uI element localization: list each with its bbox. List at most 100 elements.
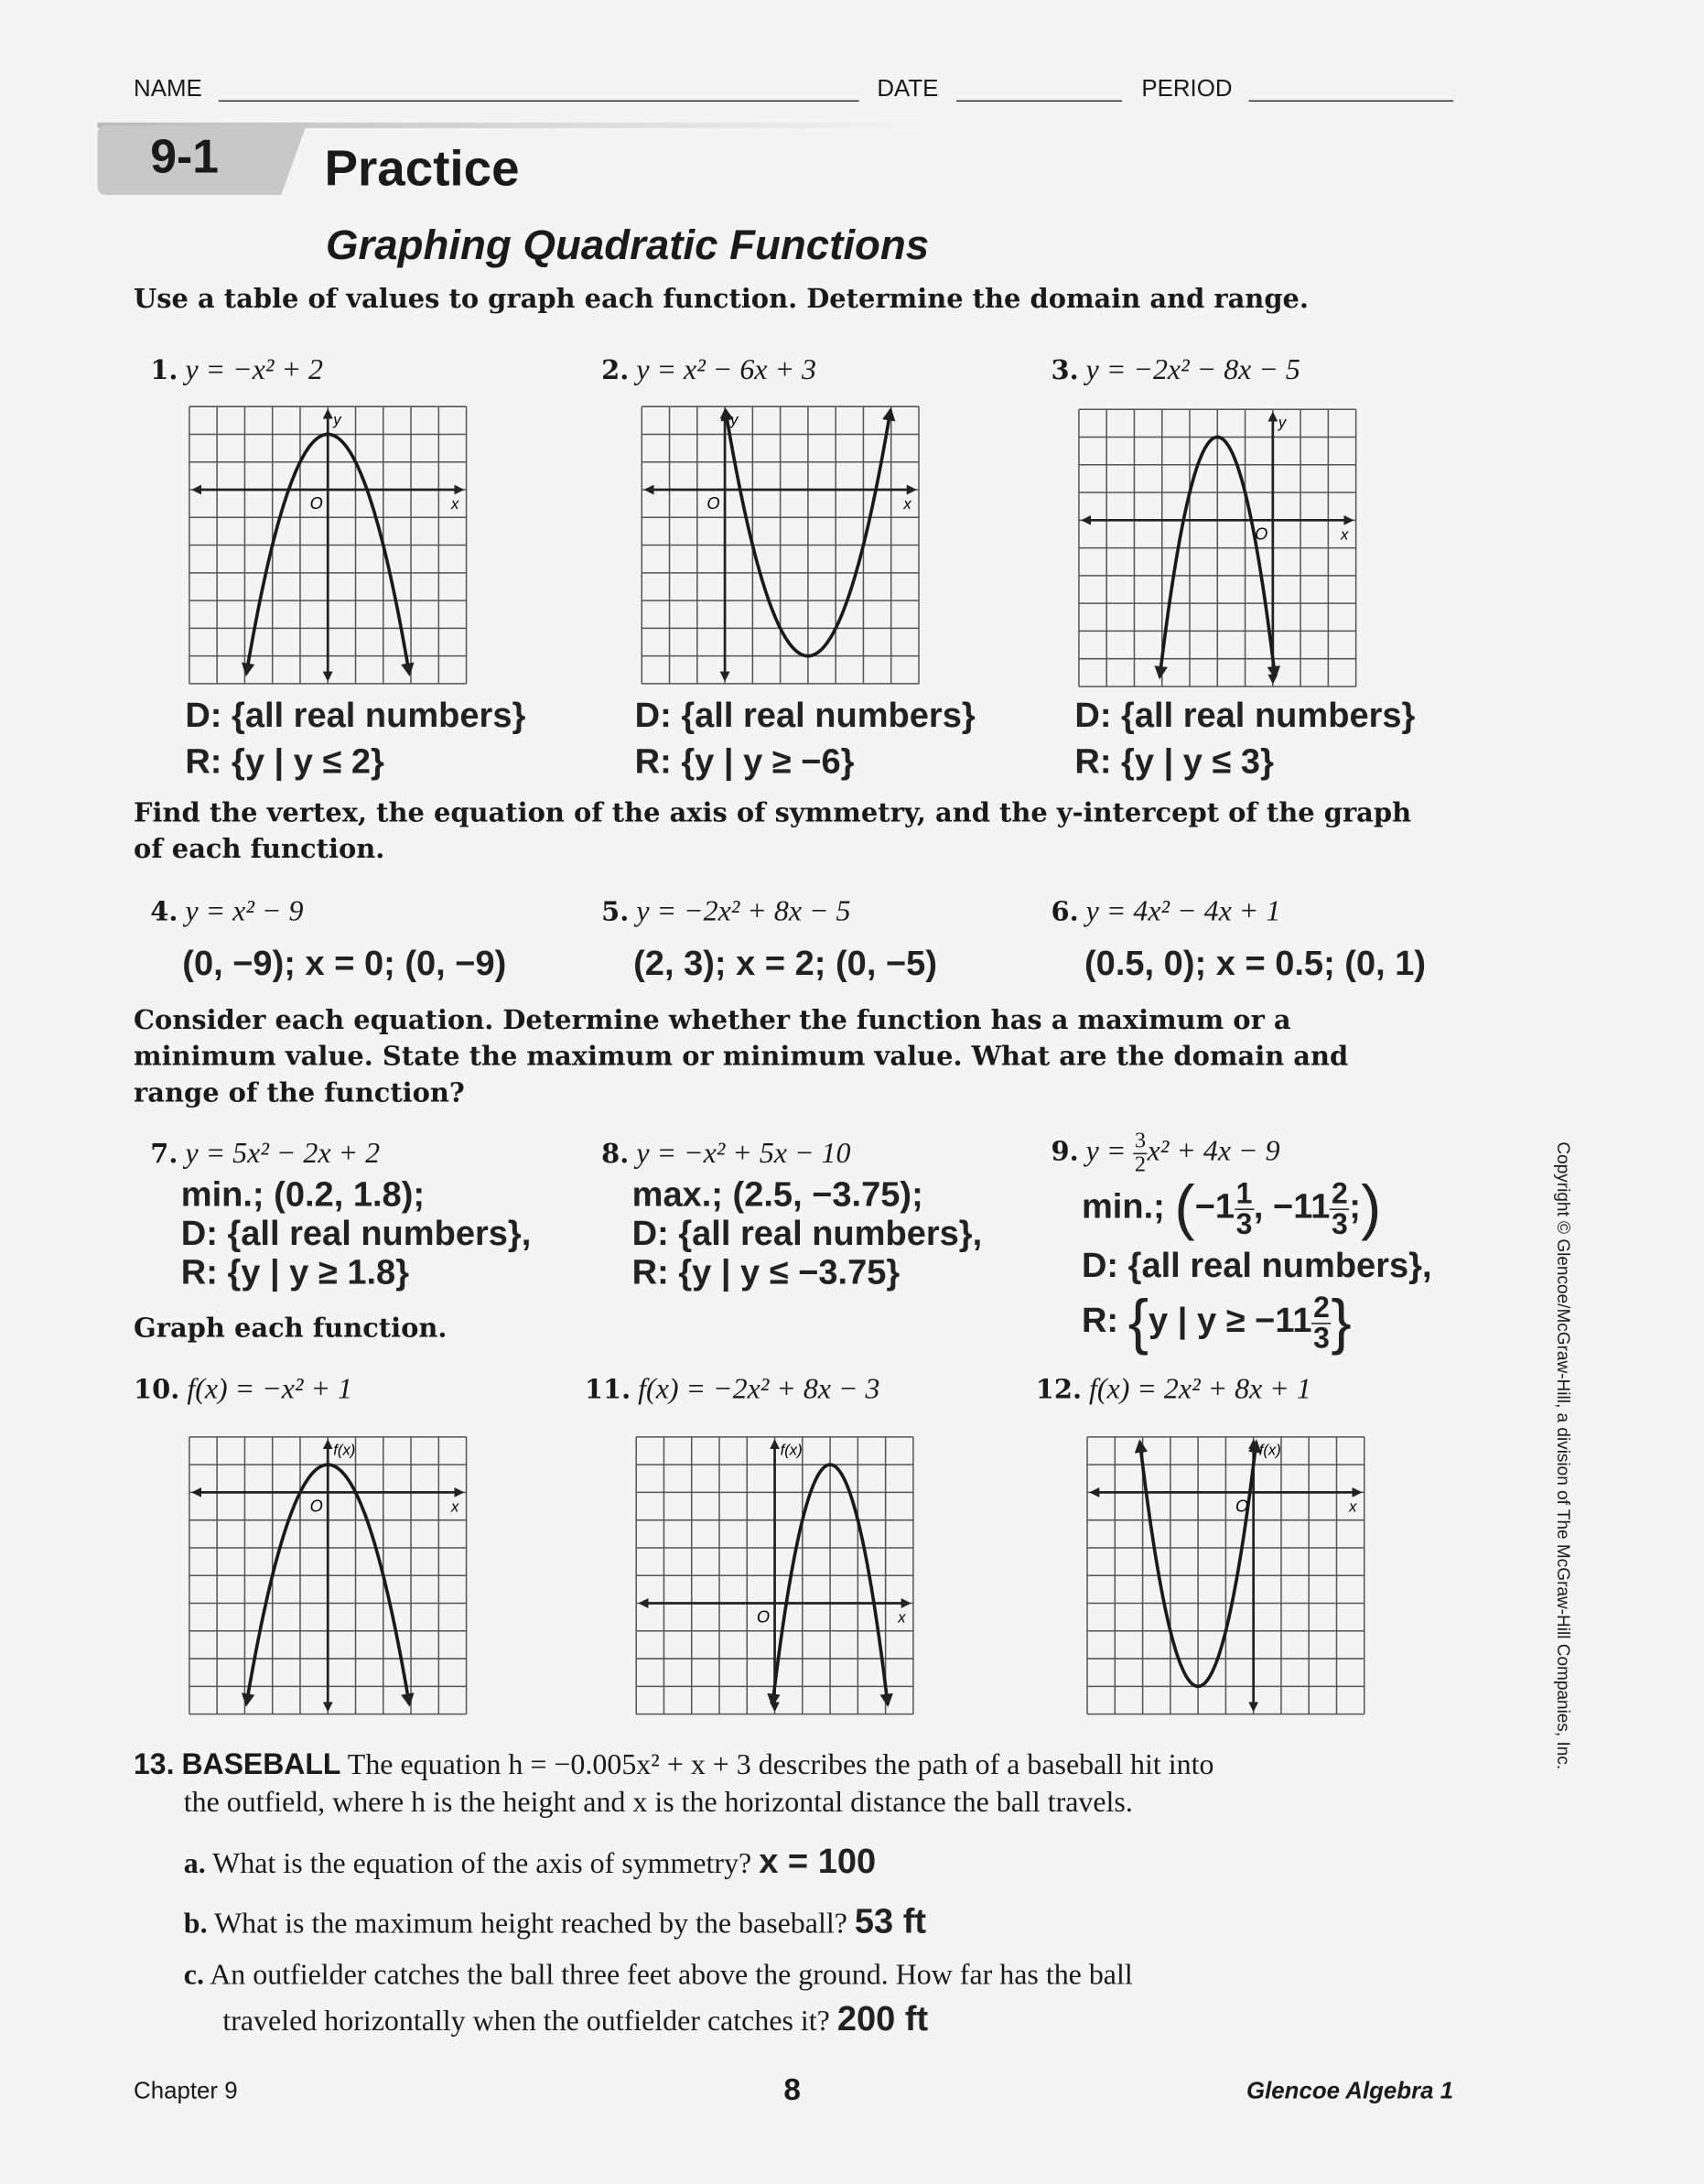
page-title: Practice	[324, 139, 520, 197]
problem-number: 1.	[150, 354, 178, 386]
problem-number: 4.	[150, 896, 178, 928]
graph-problem-3: y x O	[1078, 408, 1357, 687]
graph-problem-1: y x O	[189, 405, 468, 685]
range-answer-3: R: {y | y ≤ 3}	[1074, 741, 1274, 782]
range-answer-1: R: {y | y ≤ 2}	[185, 741, 384, 782]
equation-part: x² + 4x − 9	[1147, 1133, 1280, 1168]
answer-6: (0.5, 0); x = 0.5; (0, 1)	[1084, 944, 1427, 983]
range-answer-2: R: {y | y ≥ −6}	[634, 741, 855, 782]
problem-13: 13. BASEBALL The equation h = −0.005x² +…	[134, 1747, 1213, 1782]
lesson-tab	[97, 124, 307, 195]
problem-13-text-2: the outfield, where h is the height and …	[183, 1785, 1133, 1819]
answer-label: min.;	[1081, 1186, 1165, 1227]
copyright-notice: Copyright © Glencoe/McGraw-Hill, a divis…	[1553, 1141, 1573, 1770]
range-answer-9: R: {y | y ≥ −11 2 3}	[1082, 1288, 1352, 1357]
equation-part: y =	[1085, 1133, 1134, 1168]
brace: {	[1127, 1288, 1149, 1357]
equation: f(x) = 2x² + 8x + 1	[1089, 1371, 1311, 1405]
problem-3: 3. y = −2x² − 8x − 5	[1052, 352, 1300, 387]
problem-number: 9.	[1051, 1136, 1079, 1168]
problem-7: 7. y = 5x² − 2x + 2	[150, 1136, 380, 1171]
problem-number: 3.	[1051, 354, 1079, 386]
range-label: R:	[1081, 1301, 1119, 1341]
graph-problem-2: y x O	[641, 405, 920, 685]
origin-label: O	[310, 1497, 323, 1516]
period-label: PERIOD	[1141, 75, 1233, 103]
problem-label: BASEBALL	[181, 1748, 341, 1781]
parabola-curve	[241, 1463, 415, 1707]
problem-number: 13.	[134, 1748, 175, 1781]
numerator: 3	[1133, 1129, 1148, 1155]
x-axis-label: x	[1340, 526, 1349, 544]
question-c-line-2: traveled horizontally when the outfielde…	[222, 1999, 928, 2039]
answer-a: x = 100	[759, 1842, 877, 1882]
y-axis-label: f(x)	[333, 1442, 355, 1459]
problem-number: 5.	[601, 896, 630, 928]
equation: y = 4x² − 4x + 1	[1085, 893, 1281, 928]
question-label: c.	[183, 1957, 204, 1992]
answer-4: (0, −9); x = 0; (0, −9)	[182, 944, 507, 983]
equation: y = 5x² − 2x + 2	[185, 1136, 381, 1170]
problem-10: 10. f(x) = −x² + 1	[134, 1371, 352, 1406]
problem-11: 11. f(x) = −2x² + 8x − 3	[585, 1371, 880, 1406]
banner-rule	[97, 122, 947, 128]
domain-answer-8: D: {all real numbers},	[631, 1214, 983, 1254]
problem-2: 2. y = x² − 6x + 3	[601, 352, 816, 387]
question-label: a.	[183, 1846, 206, 1880]
equation: y = −2x² − 8x − 5	[1085, 351, 1300, 386]
answer-9: min.; (−1 1 3, −11 2 3;)	[1081, 1173, 1382, 1242]
answer-b: 53 ft	[854, 1901, 927, 1941]
origin-label: O	[706, 494, 719, 513]
instruction-2: Find the vertex, the equation of the axi…	[134, 797, 1412, 865]
problem-number: 7.	[150, 1139, 178, 1170]
parabola-curve	[1134, 1439, 1262, 1689]
range-answer-8: R: {y | y ≤ −3.75}	[631, 1253, 901, 1292]
question-text: What is the equation of the axis of symm…	[212, 1846, 752, 1880]
y-axis-label: f(x)	[781, 1442, 803, 1459]
origin-label: O	[1235, 1497, 1248, 1516]
paren: (	[1174, 1173, 1195, 1242]
question-text: An outfielder catches the ball three fee…	[210, 1957, 1133, 1992]
equation: y = −x² + 2	[185, 351, 323, 386]
name-field[interactable]	[218, 100, 859, 103]
problem-number: 12.	[1035, 1374, 1083, 1405]
paren: )	[1360, 1173, 1382, 1242]
period-field[interactable]	[1248, 100, 1454, 103]
graph-problem-10: f(x) x O	[189, 1436, 468, 1715]
equation: y = x² − 9	[185, 893, 304, 928]
date-label: DATE	[877, 75, 939, 103]
answer-x: −1	[1194, 1186, 1235, 1227]
parabola-curve	[241, 432, 415, 677]
equation: y = −x² + 5x − 10	[636, 1136, 851, 1170]
problem-4: 4. y = x² − 9	[150, 894, 303, 929]
numerator: 1	[1235, 1177, 1254, 1210]
question-a: a. What is the equation of the axis of s…	[184, 1843, 876, 1883]
problem-number: 2.	[601, 354, 630, 386]
equation: y = x² − 6x + 3	[636, 351, 816, 386]
numerator: 2	[1311, 1291, 1332, 1324]
origin-label: O	[310, 494, 323, 513]
problem-number: 8.	[601, 1139, 630, 1170]
denominator: 3	[1331, 1207, 1348, 1240]
parabola-curve	[767, 1463, 893, 1708]
problem-9: 9. y = 3 2 x² + 4x − 9	[1052, 1130, 1280, 1176]
date-field[interactable]	[956, 100, 1123, 103]
denominator: 2	[1134, 1152, 1147, 1177]
parabola-curve	[1154, 435, 1281, 680]
page-subtitle: Graphing Quadratic Functions	[325, 222, 930, 269]
range-answer-7: R: {y | y ≥ 1.8}	[180, 1253, 409, 1292]
equation: f(x) = −x² + 1	[187, 1371, 353, 1405]
problem-number: 6.	[1051, 896, 1079, 928]
numerator: 2	[1330, 1177, 1350, 1210]
equation: f(x) = −2x² + 8x − 3	[638, 1371, 880, 1405]
problem-12: 12. f(x) = 2x² + 8x + 1	[1036, 1371, 1311, 1406]
problem-text: The equation h = −0.005x² + x + 3 descri…	[347, 1747, 1214, 1781]
question-text: What is the maximum height reached by th…	[213, 1906, 847, 1941]
range-body: y | y ≥ −11	[1149, 1301, 1312, 1341]
domain-answer-2: D: {all real numbers}	[634, 696, 976, 736]
equation: y = −2x² + 8x − 5	[636, 893, 851, 928]
parabola-curve	[720, 406, 896, 658]
